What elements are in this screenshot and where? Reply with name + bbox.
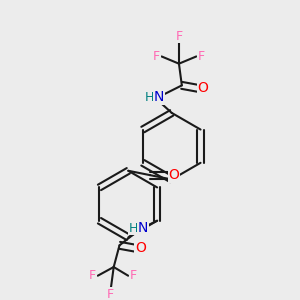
Text: O: O: [135, 241, 146, 255]
Text: F: F: [198, 50, 205, 63]
Text: O: O: [197, 81, 208, 95]
Text: O: O: [169, 168, 179, 182]
Text: F: F: [176, 30, 182, 43]
Text: N: N: [137, 221, 148, 235]
Text: F: F: [89, 269, 96, 282]
Text: N: N: [154, 90, 164, 104]
Text: F: F: [153, 50, 160, 63]
Text: H: H: [129, 222, 138, 235]
Text: F: F: [130, 269, 137, 282]
Text: F: F: [107, 288, 114, 300]
Text: H: H: [145, 91, 154, 104]
